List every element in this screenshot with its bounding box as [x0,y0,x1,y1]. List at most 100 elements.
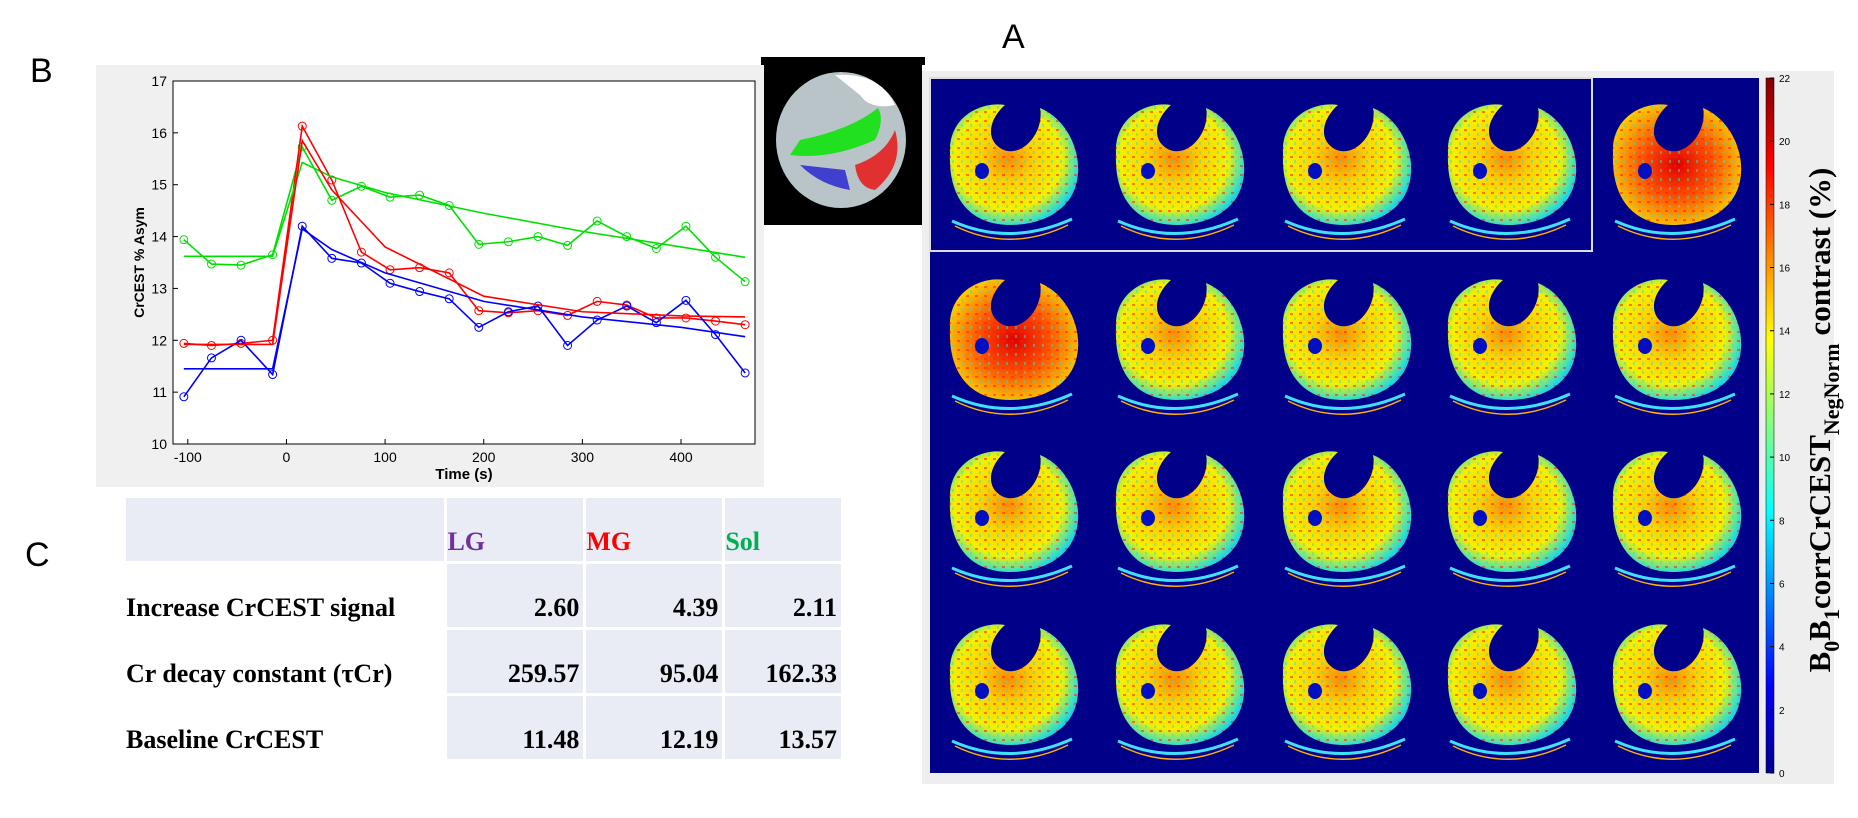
data-point [444,268,454,278]
colorbar-tick-label: 6 [1779,579,1785,590]
colorbar-tick-label: 18 [1779,200,1791,211]
x-tick-label: -100 [174,449,202,465]
y-tick-label: 17 [151,73,167,89]
data-point [592,315,602,325]
data-point [503,307,513,317]
data-line [183,224,746,398]
table-value: 2.11 [722,561,844,630]
data-point [206,259,216,269]
fit-line [183,138,746,346]
table-row: Cr decay constant (τCr) 259.57 95.04 162.33 [122,627,844,696]
data-point [681,295,691,305]
panel-label: C [25,536,50,574]
data-point [563,340,573,350]
x-tick-label: 200 [472,449,496,465]
data-point [415,287,425,297]
data-point [651,318,661,328]
data-point [622,301,632,311]
data-point [474,322,484,332]
colorbar-label-part: corrCrCEST [1802,435,1837,609]
data-point [385,278,395,288]
colorbar-tick-label: 2 [1779,706,1785,717]
table-value: 11.48 [444,693,587,762]
header-cell [122,495,448,564]
y-tick-label: 13 [151,280,167,296]
results-table: LG MG Sol Increase CrCEST signal 2.60 4.39 2.1… [122,495,844,762]
x-tick-label: 300 [571,449,595,465]
colorbar [1765,77,1775,774]
anatomy-inset [761,57,925,225]
x-tick-label: 100 [373,449,397,465]
table-value: 13.57 [722,693,844,762]
data-point [327,195,337,205]
colorbar-label: B0B1corrCrCESTNegNormcontrast (%) [1802,168,1844,673]
x-tick-label: 400 [669,449,693,465]
row-label: Cr decay constant (τCr) [122,627,448,696]
data-point [681,313,691,323]
table-value: 12.19 [583,693,726,762]
table-value: 95.04 [583,627,726,696]
y-tick-label: 14 [151,229,167,245]
plot-area [172,80,756,445]
data-point [179,392,189,402]
data-line [183,123,746,347]
table-row: Increase CrCEST signal 2.60 4.39 2.11 [122,561,844,630]
data-point [503,237,513,247]
colorbar-tick-label: 10 [1779,453,1791,464]
panel-label: B [30,52,53,90]
data-point [651,243,661,253]
header-cell: MG [583,495,726,564]
data-point [474,239,484,249]
y-tick-label: 10 [151,436,167,452]
colorbar-label-part: contrast (%) [1802,168,1837,336]
fit-line [183,161,746,259]
x-axis-label: Time (s) [435,466,492,483]
data-point [206,353,216,363]
data-point [740,368,750,378]
colorbar-label-part: B [1802,652,1837,673]
data-point [622,232,632,242]
y-tick-label: 11 [152,384,167,400]
data-point [592,296,602,306]
data-point [474,306,484,316]
data-point [740,277,750,287]
colorbar-tick-label: 22 [1779,74,1791,85]
colorbar-tick-label: 8 [1779,516,1785,527]
table-value: 162.33 [722,627,844,696]
highlight-box [929,77,1593,252]
row-label: Increase CrCEST signal [122,561,448,630]
data-point [563,240,573,250]
data-point [533,232,543,242]
colorbar-label-part: 0 [1819,641,1844,652]
header-cell: LG [444,495,587,564]
colorbar-tick-label: 14 [1779,327,1791,338]
panel-label: A [1002,18,1025,56]
colorbar-tick-label: 12 [1779,390,1791,401]
data-point [179,235,189,245]
table-value: 4.39 [583,561,726,630]
data-line [183,144,746,283]
data-point [356,258,366,268]
table-value: 2.60 [444,561,587,630]
y-tick-label: 15 [151,177,167,193]
data-point [444,294,454,304]
data-point [268,370,278,380]
colorbar-tick-label: 0 [1779,769,1785,780]
colorbar-label-part: B [1802,620,1837,641]
data-point [206,340,216,350]
colorbar-tick-label: 16 [1779,264,1791,275]
colorbar-tick-label: 4 [1779,643,1785,654]
data-point [711,330,721,340]
data-point [268,250,278,260]
data-point [681,221,691,231]
y-axis-label: CrCEST % Asym [131,207,147,318]
x-tick-label: 0 [283,449,291,465]
data-point [592,216,602,226]
row-label: Baseline CrCEST [122,693,448,762]
fit-line [183,227,746,370]
data-point [297,121,307,131]
header-cell: Sol [722,495,844,564]
table-value: 259.57 [444,627,587,696]
table-row: Baseline CrCEST 11.48 12.19 13.57 [122,693,844,762]
